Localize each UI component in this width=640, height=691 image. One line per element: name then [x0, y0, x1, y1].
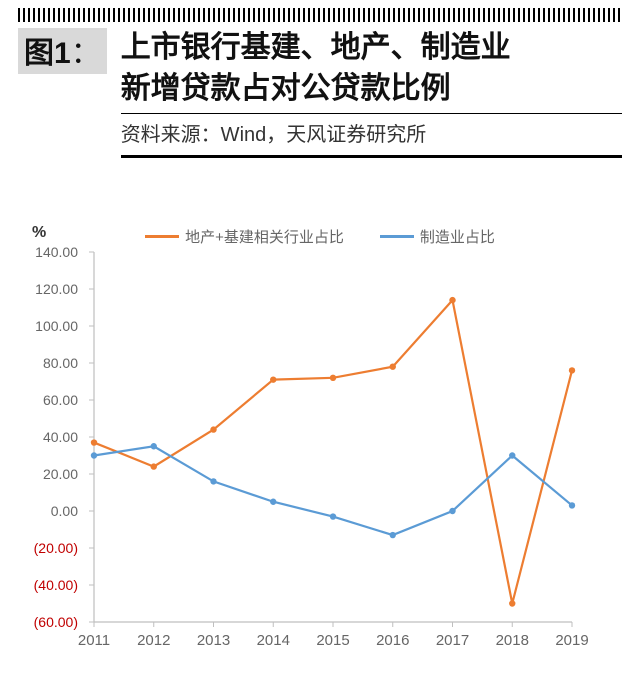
figure-label-badge: 图 1 ： [18, 28, 107, 74]
figure-container: 图 1 ： 上市银行基建、地产、制造业 新增贷款占对公贷款比例 资料来源：Win… [0, 0, 640, 658]
title-block: 上市银行基建、地产、制造业 新增贷款占对公贷款比例 资料来源：Wind，天风证券… [121, 28, 622, 158]
legend-label: 制造业占比 [420, 226, 495, 247]
decorative-top-border [18, 8, 622, 22]
chart-plot-area: 140.00120.00100.0080.0060.0040.0020.000.… [26, 248, 586, 628]
x-tick-label: 2011 [78, 632, 110, 649]
x-tick-label: 2012 [137, 632, 170, 649]
figure-source: 资料来源：Wind，天风证券研究所 [121, 118, 622, 147]
legend-item-manufacturing: 制造业占比 [380, 226, 495, 247]
x-tick-label: 2019 [555, 632, 588, 649]
figure-label-prefix: 图 [24, 28, 54, 72]
chart-zone: % 地产+基建相关行业占比 制造业占比 140.00120.00100.0080… [18, 248, 622, 628]
chart-svg [26, 248, 586, 628]
legend-swatch [145, 235, 179, 238]
figure-colon: ： [71, 28, 101, 72]
figure-title-line2: 新增贷款占对公贷款比例 [121, 69, 622, 110]
x-tick-label: 2013 [197, 632, 230, 649]
x-tick-label: 2017 [436, 632, 469, 649]
figure-title-line1: 上市银行基建、地产、制造业 [121, 28, 622, 69]
x-axis-labels: 2011 2012 2013 2014 2015 2016 2017 2018 2019 [26, 632, 586, 656]
figure-number: 1 [54, 37, 71, 71]
legend-item-realestate-infra: 地产+基建相关行业占比 [145, 226, 344, 247]
header-row: 图 1 ： 上市银行基建、地产、制造业 新增贷款占对公贷款比例 资料来源：Win… [18, 28, 622, 158]
x-tick-label: 2014 [257, 632, 290, 649]
x-tick-label: 2018 [496, 632, 529, 649]
x-tick-label: 2016 [376, 632, 409, 649]
x-tick-label: 2015 [316, 632, 349, 649]
legend-swatch [380, 235, 414, 238]
chart-legend: 地产+基建相关行业占比 制造业占比 [18, 226, 622, 247]
legend-label: 地产+基建相关行业占比 [185, 226, 344, 247]
source-rule-box: 资料来源：Wind，天风证券研究所 [121, 113, 622, 158]
